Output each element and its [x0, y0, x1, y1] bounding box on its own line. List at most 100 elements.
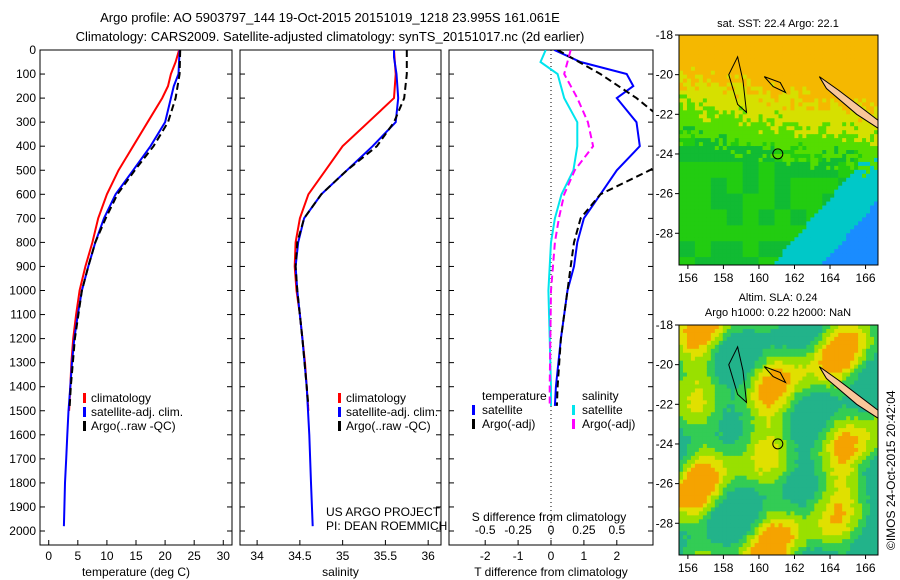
map-cell — [694, 507, 700, 512]
map-cell — [774, 340, 779, 346]
map-cell — [782, 90, 787, 95]
map-cell — [694, 459, 700, 465]
map-cell — [790, 479, 795, 485]
map-cell — [702, 487, 708, 493]
map-cell — [846, 35, 851, 40]
map-cell — [746, 253, 752, 258]
map-cell — [778, 495, 783, 500]
map-cell — [862, 229, 867, 234]
map-cell — [802, 332, 807, 338]
map-cell — [754, 455, 760, 461]
map-cell — [786, 396, 791, 401]
map-cell — [782, 221, 787, 226]
map-cell — [686, 257, 692, 262]
map-cell — [790, 245, 795, 250]
map-cell — [874, 205, 879, 210]
map-cell — [786, 515, 791, 520]
map-cell — [846, 42, 851, 48]
map-cell — [738, 428, 744, 433]
map-cell — [750, 495, 756, 500]
map-cell — [858, 261, 863, 266]
map-cell — [734, 169, 740, 175]
map-cell — [726, 356, 732, 362]
map-cell — [738, 253, 744, 258]
map-cell — [774, 360, 779, 366]
map-cell — [850, 126, 855, 131]
map-cell — [814, 106, 819, 111]
map-cell — [694, 221, 700, 226]
map-cell — [762, 400, 768, 405]
map-cell — [734, 193, 740, 199]
map-cell — [766, 467, 772, 473]
map-cell — [690, 118, 696, 123]
map-cell — [842, 237, 847, 242]
map-cell — [826, 42, 831, 48]
map-cell — [742, 161, 748, 167]
map-cell — [722, 440, 728, 445]
map-cell — [722, 169, 728, 175]
map-cell — [814, 245, 819, 250]
map-cell — [734, 102, 740, 107]
map-cell — [838, 197, 843, 203]
map-cell — [802, 118, 807, 123]
map-cell — [746, 396, 752, 401]
map-cell — [738, 102, 744, 107]
map-cell — [854, 118, 859, 123]
map-cell — [814, 253, 819, 258]
map-cell — [770, 527, 776, 532]
map-cell — [734, 404, 740, 409]
map-cell — [834, 217, 839, 222]
map-cell — [706, 451, 712, 457]
map-cell — [862, 134, 867, 139]
map-cell — [794, 98, 799, 103]
map-cell — [690, 181, 696, 187]
map-cell — [866, 142, 871, 147]
map-cell — [694, 74, 700, 80]
map-cell — [710, 348, 716, 354]
map-cell — [754, 408, 760, 413]
map-cell — [742, 432, 748, 437]
map-cell — [794, 364, 799, 370]
map-cell — [686, 169, 692, 175]
map-cell — [726, 360, 732, 366]
map-cell — [690, 130, 696, 135]
map-cell — [710, 90, 716, 95]
map-cell — [726, 447, 732, 453]
map-cell — [734, 161, 740, 167]
map-cell — [766, 396, 772, 401]
map-cell — [742, 54, 748, 60]
map-cell — [750, 193, 756, 199]
map-cell — [706, 364, 712, 370]
map-cell — [838, 130, 843, 135]
map-cell — [870, 150, 875, 155]
map-cell — [722, 420, 728, 425]
map-cell — [786, 348, 791, 354]
map-cell — [874, 126, 879, 131]
map-cell — [766, 471, 772, 477]
map-cell — [734, 209, 740, 214]
map-cell — [834, 169, 839, 175]
map-cell — [690, 126, 696, 131]
map-cell — [778, 396, 783, 401]
map-cell — [810, 146, 815, 151]
map-cell — [774, 344, 779, 350]
map-cell — [694, 130, 700, 135]
map-cell — [826, 161, 831, 167]
map-cell — [730, 106, 736, 111]
map-cell — [802, 348, 807, 354]
map-cell — [679, 114, 684, 119]
map-cell — [794, 197, 799, 203]
map-cell — [750, 543, 756, 548]
map-cell — [726, 82, 732, 88]
map-cell — [730, 98, 736, 103]
map-cell — [802, 404, 807, 409]
map-cell — [762, 543, 768, 548]
map-cell — [862, 126, 867, 131]
map-cell — [694, 157, 700, 163]
map-cell — [750, 82, 756, 88]
map-cell — [786, 352, 791, 358]
map-cell — [734, 420, 740, 425]
map-cell — [750, 150, 756, 155]
map-cell — [710, 356, 716, 362]
map-cell — [798, 408, 803, 413]
